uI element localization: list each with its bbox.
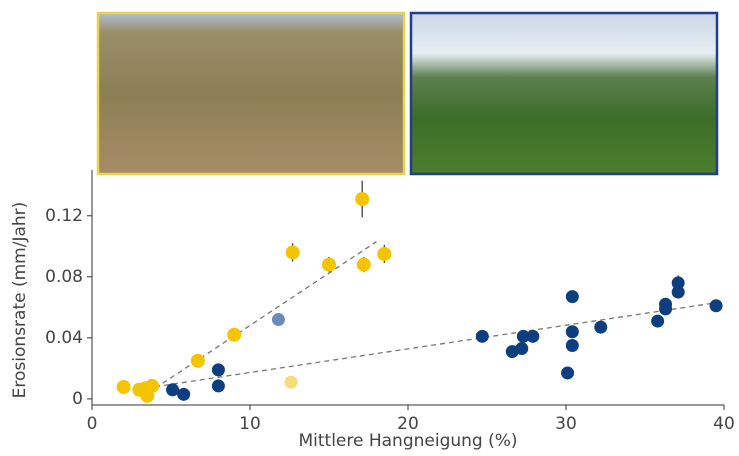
data-point — [322, 258, 336, 272]
chart: Mittlere Hangneigung (%) Erosionsrate (m… — [0, 0, 739, 456]
data-point — [166, 383, 179, 396]
data-point — [377, 247, 391, 261]
data-point — [355, 192, 369, 206]
data-point — [566, 339, 579, 352]
data-point — [212, 363, 225, 376]
x-tick-label: 20 — [397, 414, 419, 434]
data-point — [594, 321, 607, 334]
data-point — [566, 290, 579, 303]
data-point — [476, 330, 489, 343]
x-tick-label: 30 — [555, 414, 577, 434]
y-tick-label: 0.08 — [45, 267, 83, 287]
x-tick-label: 10 — [239, 414, 261, 434]
data-point — [515, 342, 528, 355]
y-axis-label: Erosionsrate (mm/Jahr) — [10, 202, 30, 399]
data-point — [117, 380, 131, 394]
y-tick-label: 0 — [72, 389, 83, 409]
data-point — [212, 379, 225, 392]
data-point — [177, 388, 190, 401]
x-axis-label: Mittlere Hangneigung (%) — [298, 431, 517, 451]
data-point — [357, 258, 371, 272]
x-tick-label: 40 — [713, 414, 735, 434]
trend-line — [155, 303, 716, 387]
y-tick-label: 0.12 — [45, 206, 83, 226]
photo-dry — [98, 13, 404, 174]
data-point — [286, 245, 300, 259]
x-tick-label: 0 — [87, 414, 98, 434]
data-point — [227, 328, 241, 342]
data-point — [272, 313, 285, 326]
data-point — [191, 354, 205, 368]
data-point — [672, 276, 685, 289]
trend-line — [155, 242, 376, 388]
photo-humid — [411, 13, 717, 174]
data-point — [285, 376, 298, 389]
data-point — [651, 315, 664, 328]
y-tick-label: 0.04 — [45, 328, 83, 348]
data-point — [561, 366, 574, 379]
page: Mittlere Hangneigung (%) Erosionsrate (m… — [0, 0, 739, 456]
data-point — [566, 325, 579, 338]
data-point — [139, 381, 153, 395]
data-point — [659, 298, 672, 311]
data-point — [526, 330, 539, 343]
data-point — [710, 299, 723, 312]
